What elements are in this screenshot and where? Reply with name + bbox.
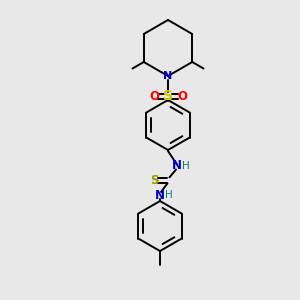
Text: H: H — [182, 160, 190, 171]
Text: O: O — [149, 89, 159, 103]
Text: S: S — [163, 89, 173, 103]
Text: N: N — [172, 159, 182, 172]
Text: N: N — [164, 71, 172, 81]
Text: N: N — [155, 188, 165, 202]
Text: H: H — [165, 190, 173, 200]
Text: S: S — [150, 174, 159, 187]
Text: O: O — [177, 89, 187, 103]
